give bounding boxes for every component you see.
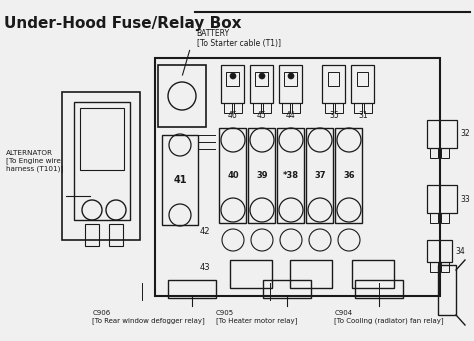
Bar (355, 280, 403, 298)
Bar (427, 120, 457, 148)
Bar (80, 108, 124, 170)
Bar (441, 213, 449, 223)
Bar (354, 103, 362, 113)
Bar (325, 103, 333, 113)
Circle shape (230, 73, 236, 79)
Bar (364, 103, 372, 113)
Text: 46: 46 (228, 110, 238, 119)
Bar (221, 65, 244, 103)
Bar (277, 128, 304, 223)
Circle shape (259, 73, 265, 79)
Text: 40: 40 (227, 170, 239, 179)
Bar (234, 103, 242, 113)
Bar (441, 148, 449, 158)
Text: 33: 33 (460, 194, 470, 204)
Bar (335, 128, 362, 223)
Bar (427, 240, 452, 262)
Bar (357, 72, 368, 86)
Bar (351, 65, 374, 103)
Bar (335, 103, 343, 113)
Bar (441, 262, 449, 272)
Bar (328, 72, 339, 86)
Bar (263, 103, 271, 113)
Bar (224, 103, 232, 113)
Text: 34: 34 (455, 247, 465, 255)
Circle shape (288, 73, 294, 79)
Text: 31: 31 (358, 110, 368, 119)
Text: 35: 35 (329, 110, 339, 119)
Bar (292, 103, 300, 113)
Text: 42: 42 (200, 227, 210, 237)
Bar (219, 128, 246, 223)
Bar (158, 65, 206, 127)
Bar (306, 128, 333, 223)
Bar (85, 224, 99, 246)
Bar (282, 103, 290, 113)
Text: 39: 39 (256, 170, 268, 179)
Bar (62, 92, 140, 240)
Bar (284, 72, 297, 86)
Text: ALTERNATOR
[To Engine wire
harness (T101)]: ALTERNATOR [To Engine wire harness (T101… (6, 150, 63, 172)
Bar (250, 65, 273, 103)
Text: 36: 36 (343, 170, 355, 179)
Text: C904
[To Cooling (radiator) fan relay]: C904 [To Cooling (radiator) fan relay] (334, 310, 444, 324)
Bar (248, 128, 275, 223)
Bar (322, 65, 345, 103)
Text: 41: 41 (173, 175, 187, 185)
Text: *38: *38 (283, 170, 299, 179)
Bar (109, 224, 123, 246)
Text: BATTERY
[To Starter cable (T1)]: BATTERY [To Starter cable (T1)] (197, 29, 281, 48)
Text: Under-Hood Fuse/Relay Box: Under-Hood Fuse/Relay Box (4, 16, 241, 31)
Bar (430, 262, 438, 272)
Bar (168, 280, 216, 298)
Text: C906
[To Rear window defogger relay]: C906 [To Rear window defogger relay] (92, 310, 205, 324)
Bar (427, 185, 457, 213)
Bar (155, 58, 440, 296)
Text: C905
[To Heater motor relay]: C905 [To Heater motor relay] (216, 310, 297, 324)
Text: 32: 32 (460, 130, 470, 138)
Bar (430, 148, 438, 158)
Bar (279, 65, 302, 103)
Bar (438, 265, 456, 315)
Text: 43: 43 (200, 264, 210, 272)
Bar (253, 103, 261, 113)
Bar (255, 72, 268, 86)
Bar (352, 260, 394, 288)
Bar (226, 72, 239, 86)
Text: 44: 44 (286, 110, 296, 119)
Text: 37: 37 (314, 170, 326, 179)
Bar (430, 213, 438, 223)
Text: 45: 45 (257, 110, 267, 119)
Bar (162, 135, 198, 225)
Bar (230, 260, 272, 288)
Bar (74, 102, 130, 220)
Bar (263, 280, 311, 298)
Bar (290, 260, 332, 288)
